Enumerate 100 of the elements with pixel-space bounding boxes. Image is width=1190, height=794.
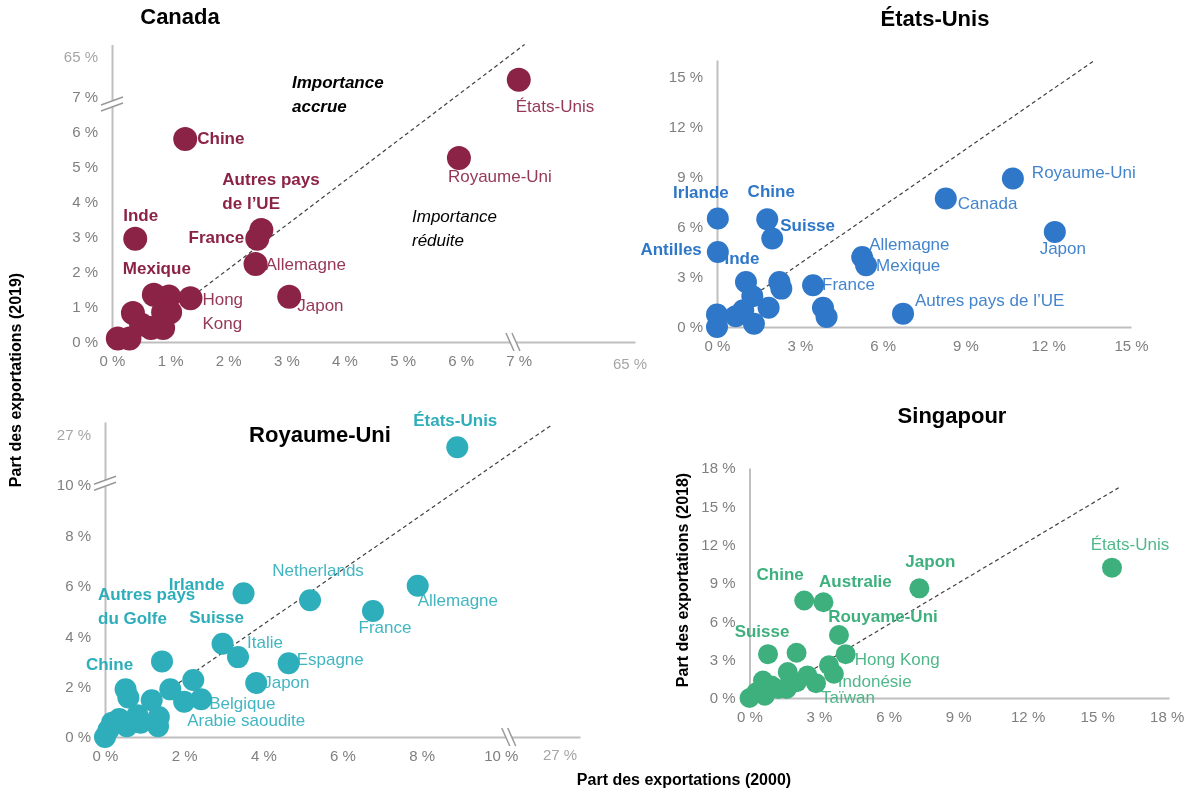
annotation: Importance réduite — [412, 207, 498, 250]
annotation: Indonésie — [837, 671, 912, 691]
annotation: Taïwan — [821, 688, 875, 708]
annotation: France — [188, 227, 245, 247]
x-tick-label: 4 % — [250, 746, 277, 764]
y-tick-label: 18 % — [701, 459, 736, 477]
text: 27 % — [542, 746, 578, 763]
x-tick-label: 6 % — [448, 351, 475, 369]
x-tick-label: 12 % — [1011, 707, 1046, 725]
x-tick-label: 7 % — [506, 351, 533, 369]
annotation: France — [358, 618, 412, 637]
annotation: Mexique — [876, 256, 941, 276]
annotation: Suisse — [734, 622, 790, 642]
x-tick-label: 10 % — [484, 746, 519, 764]
chart-title: États-Unis — [880, 6, 990, 31]
y-tick-label: 12 % — [701, 535, 736, 553]
annotation: Rouyame-Uni — [828, 607, 938, 627]
annotation: Japon — [1039, 238, 1086, 258]
annotation: Australie — [819, 572, 892, 592]
y-axis-title: Part des exportations (2019) — [6, 272, 24, 488]
x-tick-label: 8 % — [409, 746, 436, 764]
annotation: Suisse — [189, 607, 244, 627]
y-tick-label: 15 % — [701, 497, 736, 515]
x-tick-label: 3 % — [806, 707, 833, 725]
y-tick-label: 5 % — [72, 158, 98, 176]
chart-title: Canada — [140, 4, 221, 29]
x-tick-label: 5 % — [390, 351, 416, 369]
y-tick-label: 0 % — [709, 689, 736, 707]
y-tick-label: 3 % — [677, 268, 703, 286]
annotation: Chine — [197, 129, 245, 148]
annotation: Japon — [297, 295, 344, 315]
y-tick-label: 6 % — [65, 577, 91, 595]
y-tick-label: 12 % — [668, 118, 703, 136]
annotation: États-Unis — [1090, 534, 1170, 554]
text: 27 % — [56, 426, 91, 443]
y-tick-label: 4 % — [65, 627, 91, 645]
annotation: États-Unis — [515, 96, 595, 116]
x-tick-label: 12 % — [1031, 336, 1066, 354]
annotation: Antilles — [640, 239, 702, 259]
x-tick-label: 15 % — [1114, 336, 1149, 354]
annotation: Allemagne — [869, 234, 950, 254]
annotation: Japon — [905, 552, 956, 572]
annotation: Royaume-Uni — [1031, 163, 1136, 183]
x-tick-label: 3 % — [273, 351, 300, 369]
chart-title: Singapour — [897, 403, 1007, 428]
y-axis-title: Part des exportations (2018) — [673, 472, 691, 688]
x-tick-label: 0 % — [99, 351, 126, 369]
y-tick-label: 3 % — [72, 228, 98, 246]
annotation: Allemagne — [265, 254, 346, 274]
annotation: Chine — [756, 564, 804, 584]
x-tick-label: 0 % — [737, 707, 763, 725]
y-tick-label: 15 % — [668, 67, 703, 85]
annotation: Canada — [957, 193, 1018, 213]
x-tick-label: 9 % — [952, 336, 979, 354]
text: 65 % — [63, 48, 98, 65]
annotation: Suisse — [780, 215, 836, 235]
x-tick-label: 15 % — [1080, 707, 1115, 725]
y-tick-label: 0 % — [65, 728, 91, 746]
y-tick-label: 6 % — [709, 612, 736, 630]
y-tick-label: 2 % — [72, 263, 98, 281]
y-tick-label: 3 % — [709, 650, 736, 668]
x-tick-label: 18 % — [1150, 707, 1185, 725]
y-tick-label: 6 % — [677, 218, 703, 236]
text: 65 % — [612, 355, 648, 372]
y-tick-label: 6 % — [72, 123, 98, 141]
annotation: Hong Kong — [854, 650, 940, 670]
annotation: Inde — [123, 205, 159, 225]
x-tick-label: 6 % — [330, 746, 356, 764]
x-tick-label: 2 % — [215, 351, 242, 369]
x-tick-label: 4 % — [332, 351, 358, 369]
x-tick-label: 1 % — [157, 351, 184, 369]
annotation: Autres pays de l’UE — [222, 170, 320, 213]
annotation: Allemagne — [417, 590, 499, 610]
y-tick-label: 8 % — [65, 526, 91, 544]
y-tick-label: 1 % — [72, 298, 98, 316]
annotation: Belgique — [209, 694, 276, 714]
annotation: Italie — [247, 633, 283, 653]
annotation: Netherlands — [272, 561, 364, 581]
annotation: Hong Kong — [202, 290, 244, 334]
annotation: Chine — [747, 182, 795, 202]
y-tick-label: 4 % — [72, 193, 98, 211]
annotation: Chine — [85, 655, 134, 675]
x-tick-label: 9 % — [945, 707, 972, 725]
y-tick-label: 0 % — [677, 318, 703, 336]
y-tick-label: 2 % — [65, 677, 91, 695]
x-tick-label: 3 % — [787, 336, 814, 354]
y-tick-label: 7 % — [72, 88, 98, 106]
x-axis-title: Part des exportations (2000) — [576, 771, 792, 788]
annotation: Mexique — [122, 258, 191, 278]
y-tick-label: 10 % — [56, 476, 91, 494]
y-tick-label: 9 % — [709, 574, 736, 592]
annotation: France — [822, 275, 875, 295]
x-tick-label: 2 % — [171, 746, 198, 764]
x-tick-label: 6 % — [876, 707, 902, 725]
annotation: États-Unis — [413, 411, 498, 431]
annotation: Royaume-Uni — [447, 166, 552, 186]
annotation: Autres pays de l’UE — [915, 290, 1065, 310]
x-tick-label: 6 % — [870, 336, 897, 354]
x-tick-label: 0 % — [92, 746, 119, 764]
chart-title: Royaume-Uni — [249, 422, 391, 447]
